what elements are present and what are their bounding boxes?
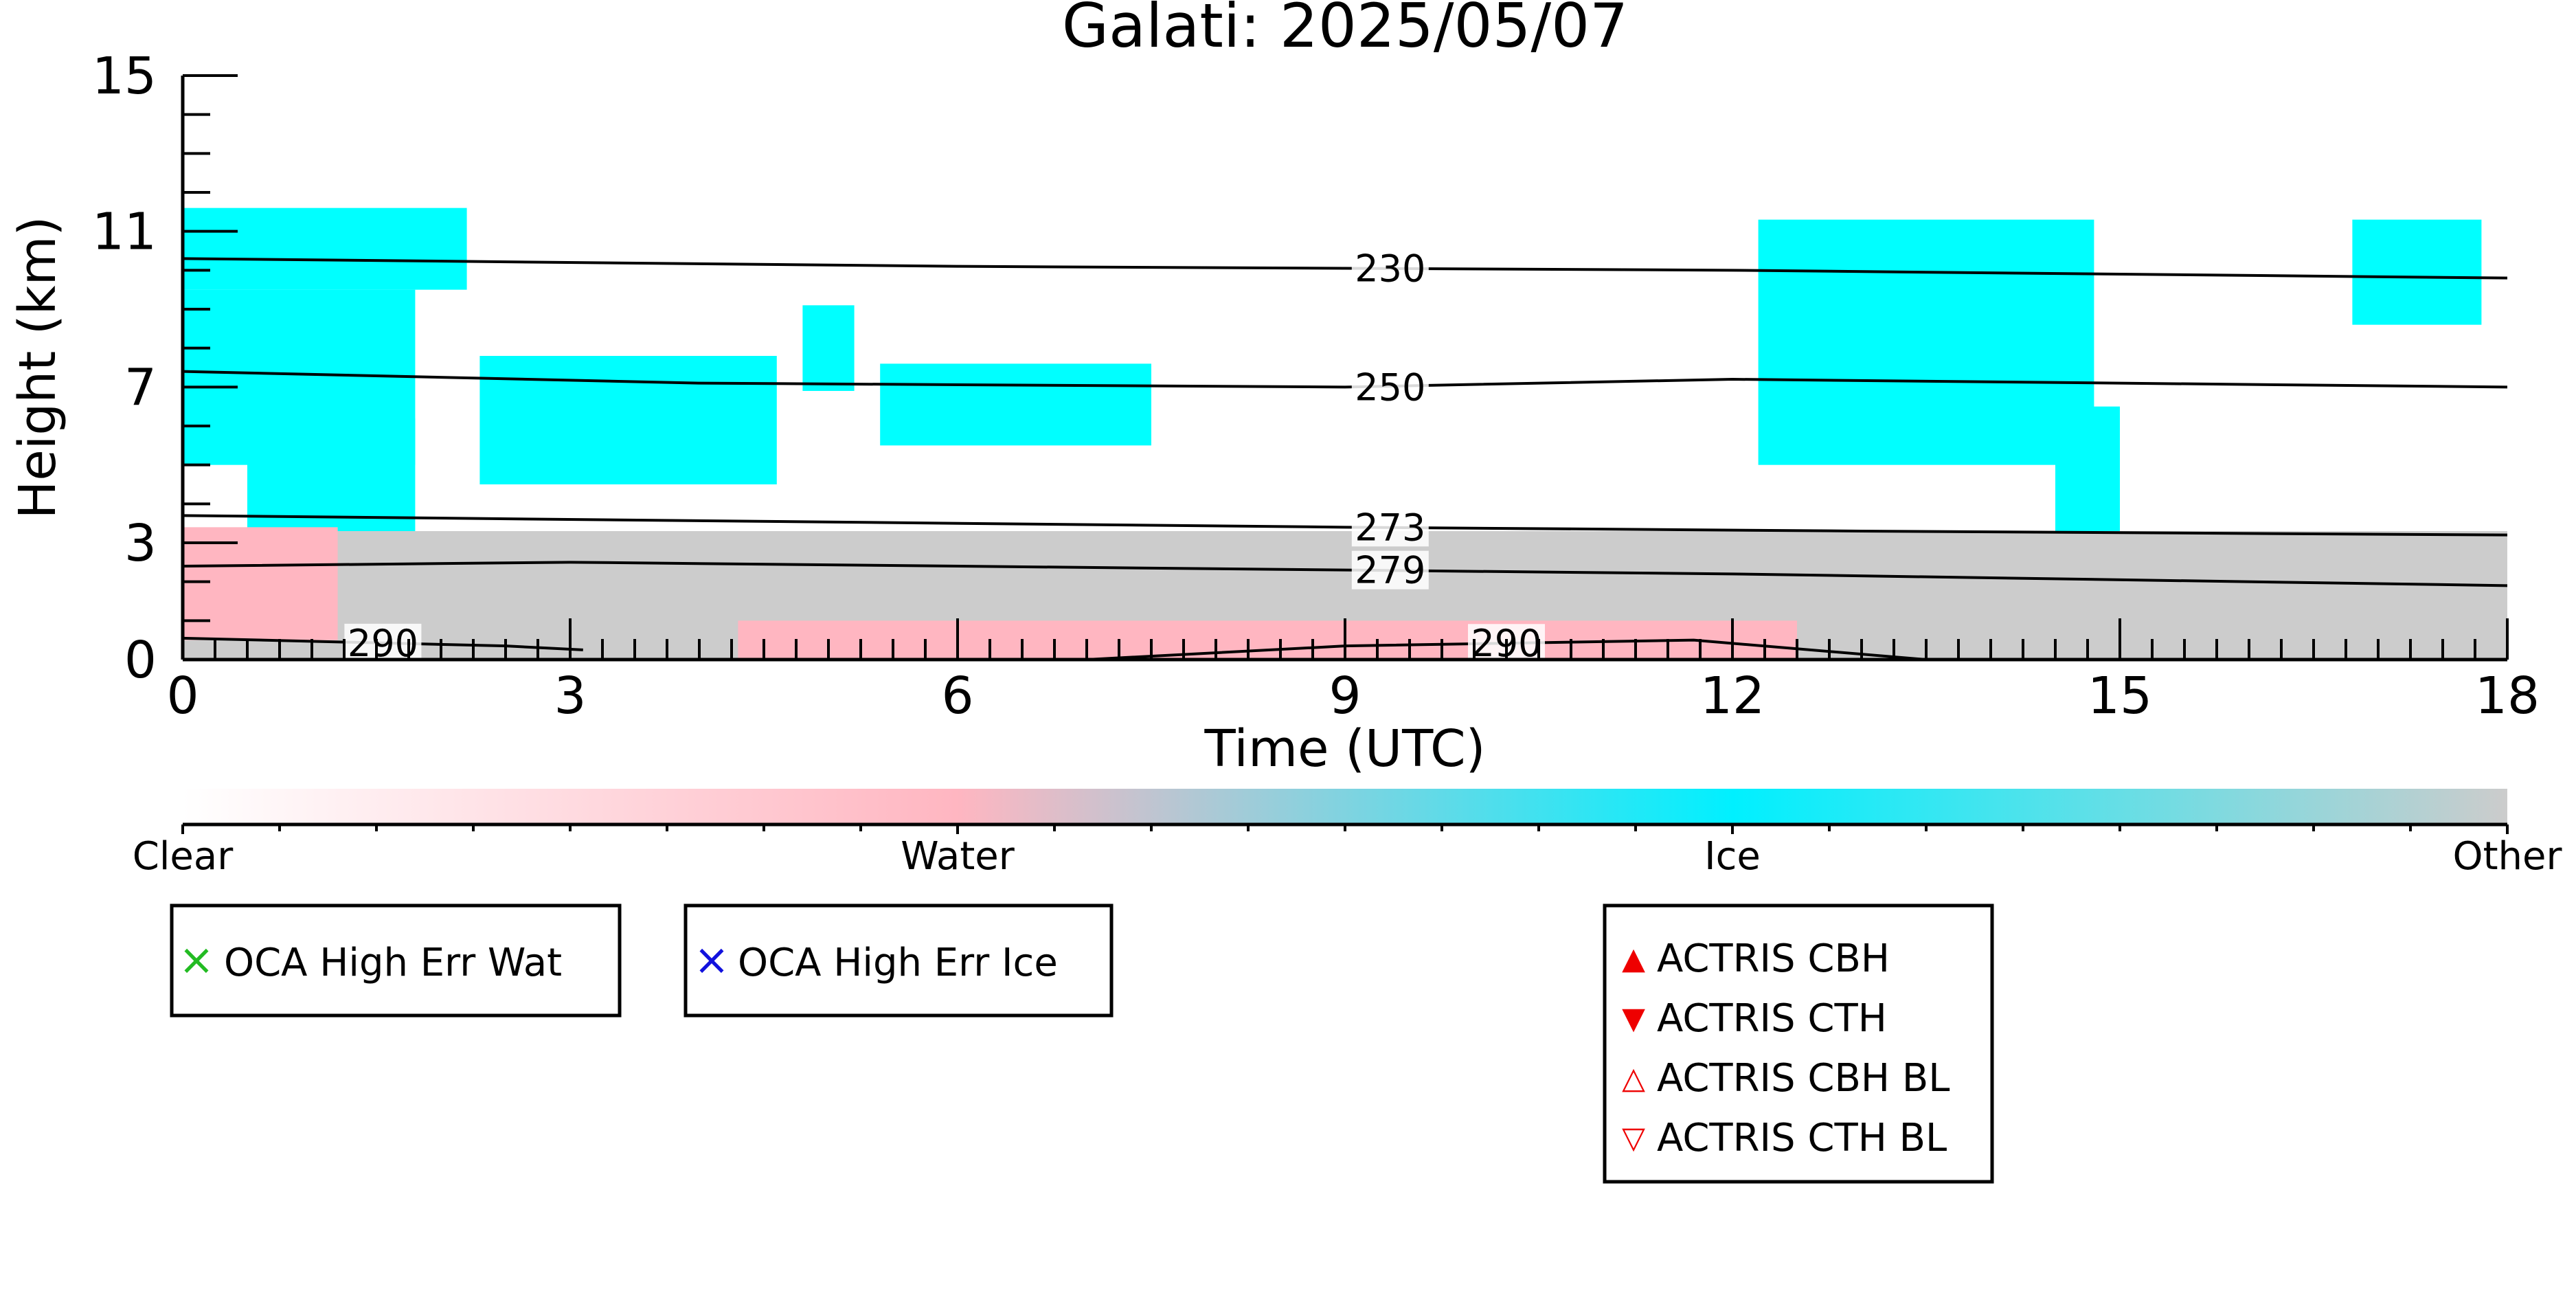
- isotherm-line-273-2: [183, 514, 2507, 537]
- x-tick-label: 9: [1329, 666, 1361, 726]
- y-axis-label: Height (km): [8, 216, 67, 519]
- isotherm-label-bg-2: [1351, 508, 1429, 547]
- x-tick-label: 18: [2475, 666, 2540, 726]
- cloud-region-ice-2: [247, 418, 416, 543]
- colorbar-ticks: [181, 824, 2509, 834]
- legend-oca-water: × OCA High Err Wat: [170, 903, 622, 1018]
- isotherm-label-230-0: 230: [1355, 247, 1425, 291]
- y-tick-label: 7: [124, 358, 157, 417]
- legend-actris-box: [1603, 903, 1994, 1184]
- isotherm-label-bg-1: [1351, 368, 1429, 407]
- legend-actris-symbol-1: ▼: [1622, 1001, 1645, 1036]
- x-tick-label: 3: [554, 666, 586, 726]
- legend-oca-water-label: OCA High Err Wat: [224, 941, 562, 985]
- isotherm-label-273-2: 273: [1355, 506, 1425, 549]
- y-tick-label: 3: [124, 514, 157, 573]
- legend-actris-symbol-2: △: [1622, 1061, 1645, 1096]
- isotherm-label-290-4: 290: [348, 622, 418, 665]
- legend-actris: ▲ ACTRIS CBH ▼ ACTRIS CTH △ ACTRIS CBH BL ▽ ACT…: [1603, 903, 1994, 1184]
- axes: 0 3 6 9 12 15 18 0 3 7 11 15: [92, 47, 2540, 726]
- y-tick-label: 15: [92, 47, 157, 106]
- cloud-region-ice-6: [1758, 219, 2094, 465]
- y-tick-label: 0: [124, 631, 157, 690]
- legend-actris-label-1: ACTRIS CTH: [1657, 996, 1887, 1041]
- chart-title: Galati: 2025/05/07: [1062, 0, 1628, 61]
- isotherm-label-250-1: 250: [1355, 366, 1425, 409]
- x-tick-label: 0: [166, 666, 199, 726]
- legend-oca-water-symbol: ×: [179, 934, 214, 985]
- legend-actris-label-3: ACTRIS CTH BL: [1657, 1116, 1947, 1160]
- x-tick-label: 15: [2088, 666, 2152, 726]
- colorbar-label-ice: Ice: [1704, 834, 1761, 879]
- colorbar-labels: Clear Water Ice Other: [133, 834, 2563, 879]
- legend-actris-label-2: ACTRIS CBH BL: [1657, 1056, 1950, 1101]
- x-tick-label: 12: [1700, 666, 1765, 726]
- legend-actris-symbol-3: ▽: [1622, 1121, 1645, 1156]
- x-axis-label: Time (UTC): [1204, 719, 1485, 778]
- isotherm-line-279-3: [183, 561, 2507, 587]
- cloud-region-ice-8: [2352, 219, 2482, 325]
- y-tick-label: 11: [92, 203, 157, 262]
- colorbar-label-other: Other: [2452, 834, 2562, 879]
- legend-oca-ice-box: [683, 903, 1114, 1018]
- cloud-region-ice-7: [2055, 406, 2120, 535]
- cloud-region-ice-3: [479, 356, 777, 484]
- cloud-region-ice-5: [880, 363, 1151, 446]
- cloud-region-ice-4: [802, 305, 855, 391]
- x-tick-label: 6: [941, 666, 973, 726]
- legend-actris-items: ▲ ACTRIS CBH ▼ ACTRIS CTH △ ACTRIS CBH BL ▽ ACT…: [1622, 936, 1950, 1160]
- legend-actris-label-0: ACTRIS CBH: [1657, 936, 1890, 981]
- legend-oca-water-box: [170, 903, 622, 1018]
- isotherm-label-279-3: 279: [1355, 549, 1425, 592]
- colorbar-label-water: Water: [901, 834, 1015, 879]
- classification-colorbar: Clear Water Ice Other: [133, 789, 2563, 879]
- colorbar-label-clear: Clear: [133, 834, 234, 879]
- cloud-region-ice-0: [183, 207, 467, 290]
- isotherm-line-250-1: [183, 370, 2507, 389]
- isotherm-label-bg-0: [1351, 249, 1429, 288]
- legend-oca-ice-symbol: ×: [694, 934, 730, 985]
- legend-oca-ice: × OCA High Err Ice: [683, 903, 1114, 1018]
- legend-oca-ice-label: OCA High Err Ice: [738, 941, 1058, 985]
- legend-actris-symbol-0: ▲: [1622, 941, 1645, 976]
- isotherm-line-230-0: [183, 257, 2507, 280]
- isotherm-label-bg-3: [1351, 550, 1429, 590]
- colorbar-gradient: [183, 789, 2507, 824]
